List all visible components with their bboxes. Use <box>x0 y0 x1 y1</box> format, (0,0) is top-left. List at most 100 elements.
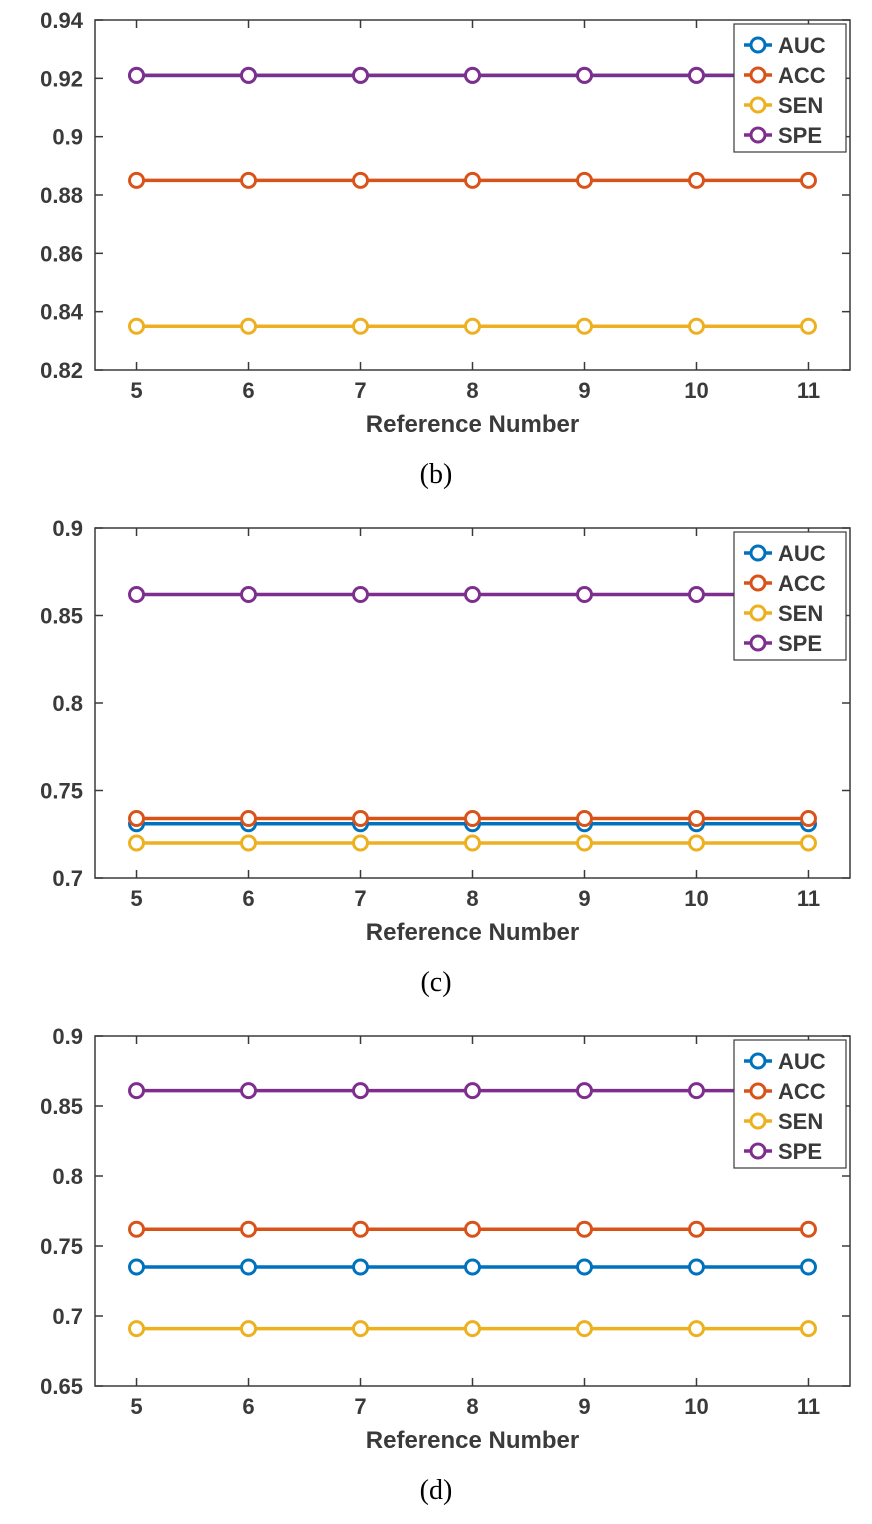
series-marker-auc <box>689 1260 703 1274</box>
series-marker-acc <box>242 812 256 826</box>
series-marker-sen <box>130 1322 144 1336</box>
legend-label: ACC <box>778 63 826 88</box>
legend-swatch-marker <box>751 68 765 82</box>
series-marker-acc <box>466 173 480 187</box>
series-marker-spe <box>130 1084 144 1098</box>
legend-label: SPE <box>778 1139 822 1164</box>
y-tick-label: 0.92 <box>40 66 83 91</box>
legend-swatch-marker <box>751 1114 765 1128</box>
panel-caption: (c) <box>0 958 872 1008</box>
x-tick-label: 7 <box>354 1394 366 1419</box>
x-tick-label: 11 <box>797 886 820 911</box>
series-marker-sen <box>801 836 815 850</box>
series-marker-spe <box>466 68 480 82</box>
y-tick-label: 0.85 <box>40 1094 83 1119</box>
legend-label: AUC <box>778 33 826 58</box>
legend-label: AUC <box>778 541 826 566</box>
y-tick-label: 0.9 <box>52 125 83 150</box>
series-marker-sen <box>130 319 144 333</box>
series-marker-acc <box>577 173 591 187</box>
x-tick-label: 7 <box>354 378 366 403</box>
series-marker-acc <box>466 1222 480 1236</box>
panel-d: 0.650.70.750.80.850.9567891011Reference … <box>0 1016 872 1470</box>
x-tick-label: 6 <box>242 1394 254 1419</box>
legend-label: SEN <box>778 601 823 626</box>
legend-swatch-marker <box>751 606 765 620</box>
x-tick-label: 9 <box>578 378 590 403</box>
x-tick-label: 9 <box>578 1394 590 1419</box>
legend-swatch-marker <box>751 1084 765 1098</box>
legend-swatch-marker <box>751 98 765 112</box>
legend-swatch-marker <box>751 1054 765 1068</box>
series-marker-spe <box>689 588 703 602</box>
legend-label: SPE <box>778 631 822 656</box>
y-tick-label: 0.88 <box>40 183 83 208</box>
series-marker-acc <box>354 1222 368 1236</box>
charts-container: 0.820.840.860.880.90.920.94567891011Refe… <box>0 0 872 1516</box>
x-axis-title: Reference Number <box>366 1427 579 1454</box>
y-tick-label: 0.9 <box>52 516 83 541</box>
legend-swatch-marker <box>751 546 765 560</box>
series-marker-spe <box>354 588 368 602</box>
series-marker-spe <box>577 588 591 602</box>
series-marker-acc <box>801 1222 815 1236</box>
x-tick-label: 7 <box>354 886 366 911</box>
x-axis-title: Reference Number <box>366 411 579 438</box>
y-tick-label: 0.86 <box>40 241 83 266</box>
series-marker-acc <box>801 812 815 826</box>
series-marker-spe <box>242 68 256 82</box>
panel-caption: (b) <box>0 450 872 500</box>
series-marker-acc <box>689 1222 703 1236</box>
x-axis-title: Reference Number <box>366 919 579 946</box>
series-marker-sen <box>689 319 703 333</box>
x-tick-label: 9 <box>578 886 590 911</box>
series-marker-spe <box>689 68 703 82</box>
series-marker-acc <box>354 812 368 826</box>
legend-swatch-marker <box>751 576 765 590</box>
series-marker-sen <box>801 1322 815 1336</box>
series-marker-sen <box>354 319 368 333</box>
series-marker-sen <box>577 319 591 333</box>
x-tick-label: 6 <box>242 378 254 403</box>
x-tick-label: 11 <box>797 378 820 403</box>
x-tick-label: 6 <box>242 886 254 911</box>
series-marker-spe <box>130 588 144 602</box>
series-marker-acc <box>801 173 815 187</box>
legend-label: SEN <box>778 93 823 118</box>
series-marker-sen <box>354 836 368 850</box>
series-marker-spe <box>466 588 480 602</box>
y-tick-label: 0.65 <box>40 1374 83 1399</box>
y-tick-label: 0.8 <box>52 1164 83 1189</box>
series-marker-spe <box>466 1084 480 1098</box>
y-tick-label: 0.85 <box>40 604 83 629</box>
y-tick-label: 0.7 <box>52 866 83 891</box>
x-tick-label: 10 <box>684 886 708 911</box>
series-marker-sen <box>130 836 144 850</box>
series-marker-sen <box>466 1322 480 1336</box>
series-marker-sen <box>242 836 256 850</box>
series-marker-acc <box>354 173 368 187</box>
series-marker-sen <box>577 836 591 850</box>
legend-label: ACC <box>778 571 826 596</box>
legend-label: SPE <box>778 123 822 148</box>
series-marker-sen <box>689 836 703 850</box>
series-marker-auc <box>577 1260 591 1274</box>
x-tick-label: 8 <box>466 378 478 403</box>
y-tick-label: 0.8 <box>52 691 83 716</box>
series-marker-auc <box>801 1260 815 1274</box>
x-tick-label: 11 <box>797 1394 820 1419</box>
series-marker-acc <box>689 812 703 826</box>
y-tick-label: 0.9 <box>52 1024 83 1049</box>
panel-caption: (d) <box>0 1466 872 1516</box>
series-marker-sen <box>689 1322 703 1336</box>
y-tick-label: 0.75 <box>40 779 83 804</box>
legend-label: AUC <box>778 1049 826 1074</box>
legend-swatch-marker <box>751 1144 765 1158</box>
series-marker-sen <box>354 1322 368 1336</box>
legend-swatch-marker <box>751 38 765 52</box>
series-marker-acc <box>689 173 703 187</box>
legend-swatch-marker <box>751 128 765 142</box>
series-marker-auc <box>242 1260 256 1274</box>
x-tick-label: 5 <box>130 378 142 403</box>
series-marker-spe <box>577 1084 591 1098</box>
